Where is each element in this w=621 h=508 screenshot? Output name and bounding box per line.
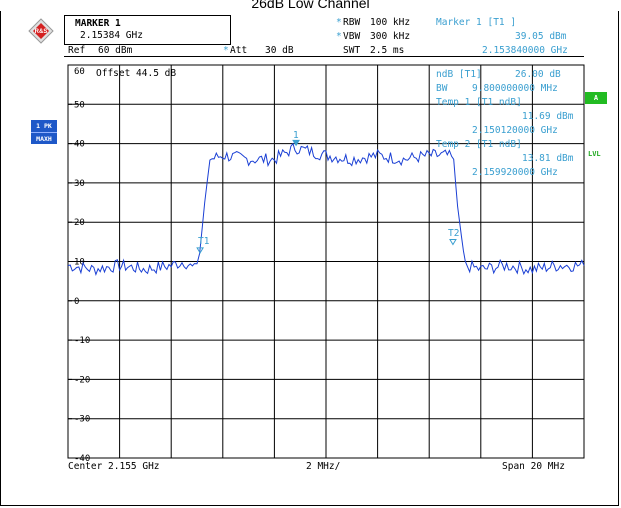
plot-grid [68, 65, 584, 458]
swt-label: SWT [343, 45, 361, 56]
rbw-star-icon: * [336, 17, 342, 28]
marker-triangle-icon [449, 239, 457, 246]
marker-triangle-icon [196, 247, 204, 254]
y-tick-label: -10 [74, 336, 90, 346]
trace-label: 1 PK [31, 120, 57, 133]
marker-readout-level: 39.05 dBm [515, 31, 567, 42]
header-divider [64, 56, 584, 57]
att-label: Att [230, 45, 248, 56]
bw-label: BW [436, 83, 448, 94]
page-title: 26dB Low Channel [0, 0, 621, 11]
marker-frequency: 2.15384 GHz [80, 30, 143, 41]
y-tick-labels: 60 50 40 30 20 10 0 -10 -20 -30 -40 [68, 64, 90, 464]
temp2-frequency: 2.159920000 GHz [472, 167, 558, 178]
marker-t1-label: T1 [198, 236, 210, 247]
y-tick-label: 60 [74, 67, 85, 77]
marker-symbols [196, 139, 457, 254]
span-label: Span 20 MHz [502, 461, 565, 472]
y-tick-label: 20 [74, 218, 85, 228]
y-tick-label: -30 [74, 415, 90, 425]
y-tick-label: -40 [74, 454, 90, 464]
temp1-label: Temp 1 [T1 ndB] [436, 97, 522, 108]
trace-status-box[interactable]: 1 PK MAXH [31, 120, 57, 144]
svg-text:R&S: R&S [35, 29, 48, 35]
marker-label: MARKER 1 [75, 18, 121, 29]
spectrum-trace [67, 142, 585, 276]
swt-value: 2.5 ms [370, 45, 405, 56]
att-star-icon: * [223, 45, 229, 56]
status-a-badge: A [585, 92, 607, 104]
ndb-label: ndB [T1] [436, 69, 482, 80]
marker-t2-label: T2 [448, 228, 460, 239]
marker-readout-frequency: 2.153840000 GHz [482, 45, 568, 56]
rbw-value: 100 kHz [370, 17, 411, 28]
temp1-frequency: 2.150120000 GHz [472, 125, 558, 136]
temp1-level: 11.69 dBm [522, 111, 574, 122]
temp2-level: 13.81 dBm [522, 153, 574, 164]
temp2-label: Temp 2 [T1 ndB] [436, 139, 522, 150]
marker-header-box [64, 15, 231, 45]
marker-1-label: 1 [293, 130, 299, 141]
center-frequency-label: Center 2.155 GHz [68, 461, 160, 472]
vbw-star-icon: * [336, 31, 342, 42]
division-label: 2 MHz/ [306, 461, 341, 472]
bw-value: 9.800000000 MHz [472, 83, 558, 94]
marker-readout-title: Marker 1 [T1 ] [436, 17, 517, 28]
offset-label: Offset 44.5 dB [96, 68, 177, 79]
rbw-label: RBW [343, 17, 361, 28]
y-tick-label: 30 [74, 179, 85, 189]
status-lvl-badge: LVL [588, 150, 601, 158]
vbw-label: VBW [343, 31, 361, 42]
marker-triangle-icon [292, 139, 300, 147]
y-tick-label: 10 [74, 258, 85, 268]
y-tick-label: 0 [74, 297, 79, 307]
y-tick-label: 50 [74, 100, 85, 110]
y-tick-label: 40 [74, 140, 85, 150]
ref-value: 60 dBm [98, 45, 133, 56]
trace-mode: MAXH [36, 135, 52, 143]
ndb-value: 26.00 dB [515, 69, 561, 80]
rohde-schwarz-logo-icon: R&S [28, 18, 54, 44]
ref-label: Ref [68, 45, 86, 56]
vbw-value: 300 kHz [370, 31, 411, 42]
att-value: 30 dB [265, 45, 294, 56]
y-tick-label: -20 [74, 375, 90, 385]
